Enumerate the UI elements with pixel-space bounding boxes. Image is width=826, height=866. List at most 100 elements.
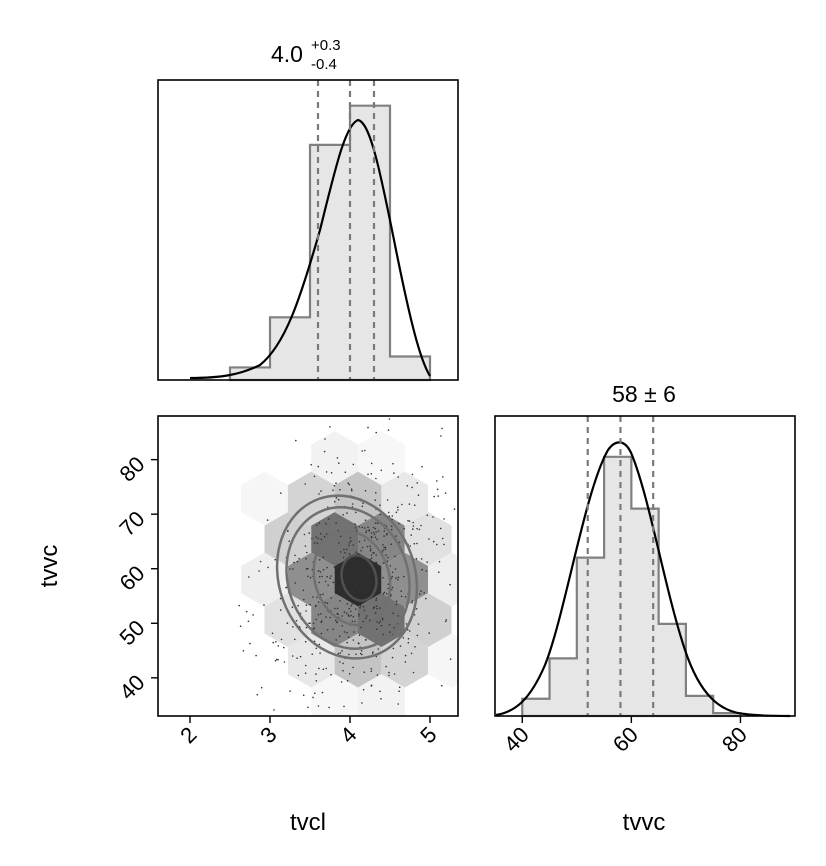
panel-tvvc-histogram: 58 ± 6 40 60 80 tvvc <box>494 381 796 836</box>
sample-point <box>317 613 320 616</box>
sample-point <box>359 652 362 655</box>
sample-point <box>364 519 367 521</box>
sample-point <box>360 549 362 552</box>
sample-point <box>355 608 357 610</box>
sample-point <box>341 650 343 652</box>
tvcl-x-axis-label: tvcl <box>290 809 326 836</box>
sample-point <box>297 604 299 607</box>
sample-point <box>359 606 361 609</box>
sample-point <box>375 554 378 556</box>
sample-point <box>256 693 259 696</box>
sample-point <box>388 418 391 420</box>
sample-point <box>292 568 294 570</box>
sample-point <box>441 684 443 687</box>
sample-point <box>425 597 427 600</box>
sample-point <box>336 607 339 610</box>
sample-point <box>365 530 368 532</box>
sample-point <box>358 588 361 591</box>
sample-point <box>442 476 444 478</box>
sample-point <box>297 674 300 677</box>
sample-point <box>399 645 402 647</box>
sample-point <box>420 590 422 592</box>
sample-point <box>375 628 378 630</box>
sample-point <box>414 646 416 648</box>
sample-point <box>325 522 327 525</box>
sample-point <box>398 541 401 544</box>
sample-point <box>361 505 364 508</box>
sample-point <box>315 647 318 650</box>
sample-point <box>294 582 297 584</box>
sample-point <box>395 577 397 579</box>
tvvc-ytick-label-0: 40 <box>115 670 150 705</box>
sample-point <box>340 681 343 683</box>
sample-point <box>358 634 361 636</box>
sample-point <box>335 621 338 624</box>
sample-point <box>274 659 277 662</box>
sample-point <box>322 593 324 596</box>
sample-point <box>380 624 383 627</box>
hexbin-cell-14 <box>428 552 458 607</box>
sample-point <box>346 631 348 634</box>
sample-point <box>386 532 388 535</box>
sample-point <box>303 598 305 601</box>
sample-point <box>343 595 345 597</box>
sample-point <box>413 614 416 616</box>
sample-point <box>354 566 357 568</box>
sample-point <box>411 602 414 604</box>
sample-point <box>308 622 310 625</box>
sample-point <box>339 586 341 588</box>
sample-point <box>381 551 384 553</box>
sample-point <box>363 671 366 673</box>
sample-point <box>344 551 346 554</box>
sample-point <box>304 640 307 643</box>
sample-point <box>369 581 371 583</box>
sample-point <box>304 483 307 485</box>
sample-point <box>291 655 294 657</box>
sample-point <box>302 694 305 697</box>
sample-point <box>388 515 391 517</box>
sample-point <box>372 531 375 534</box>
sample-point <box>335 482 337 485</box>
tvcl-xtick-label-0: 2 <box>175 722 201 748</box>
sample-point <box>376 522 379 524</box>
sample-point <box>334 619 337 622</box>
sample-point <box>333 485 336 487</box>
sample-point <box>317 570 320 572</box>
sample-point <box>363 539 366 542</box>
sample-point <box>354 527 357 529</box>
sample-point <box>368 619 371 622</box>
sample-point <box>329 426 331 428</box>
sample-point <box>410 652 413 655</box>
sample-point <box>333 566 336 568</box>
sample-point <box>314 692 316 695</box>
sample-point <box>338 542 340 544</box>
sample-point <box>375 597 378 600</box>
hexbin-cells <box>241 431 458 716</box>
sample-point <box>345 612 348 615</box>
sample-point <box>378 622 380 624</box>
sample-point <box>416 482 419 484</box>
sample-point <box>397 506 399 509</box>
sample-point <box>367 473 369 476</box>
sample-point <box>306 551 308 554</box>
sample-point <box>376 621 378 623</box>
sample-point <box>353 631 355 633</box>
sample-point <box>351 489 353 492</box>
sample-point <box>411 600 414 602</box>
sample-point <box>383 535 385 537</box>
sample-point <box>394 568 397 570</box>
sample-point <box>453 508 456 510</box>
sample-point <box>374 522 377 524</box>
sample-point <box>391 515 394 517</box>
tvcl-xtick-label-1: 3 <box>255 722 281 748</box>
sample-point <box>395 600 398 603</box>
sample-point <box>294 554 296 557</box>
sample-point <box>370 532 373 534</box>
hexbin-cell-22 <box>428 633 458 688</box>
sample-point <box>334 607 336 610</box>
sample-point <box>404 654 407 657</box>
sample-point <box>321 691 324 694</box>
sample-point <box>350 610 352 613</box>
sample-point <box>276 658 278 661</box>
sample-point <box>389 565 392 567</box>
